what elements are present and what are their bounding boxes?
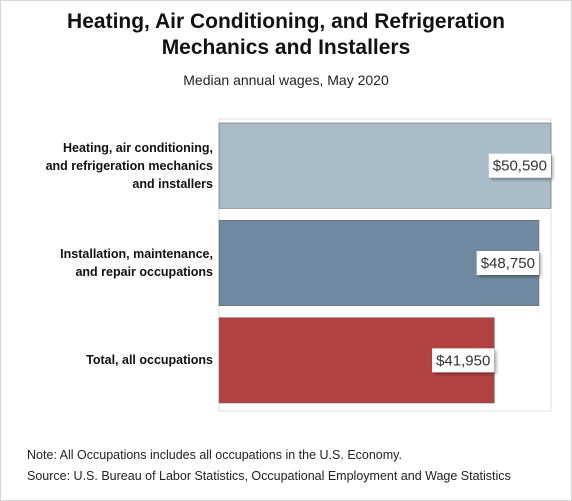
- category-label: Total, all occupations: [86, 353, 213, 368]
- value-label-box: [476, 251, 539, 275]
- value-label: $48,750: [481, 255, 535, 272]
- category-label: Heating, air conditioning, and refrigera…: [45, 140, 213, 191]
- value-label: $41,950: [436, 352, 490, 369]
- value-label: $50,590: [493, 158, 547, 175]
- chart-subtitle: Median annual wages, May 2020: [183, 72, 389, 88]
- category-label: Installation, maintenance, and repair oc…: [60, 247, 213, 279]
- source: Source: U.S. Bureau of Labor Statistics,…: [27, 469, 511, 483]
- value-label-box: [432, 348, 495, 373]
- chart-title: Heating, Air Conditioning, and Refrigera…: [67, 10, 505, 59]
- value-label-box: [488, 153, 551, 178]
- note: Note: All Occupations includes all occup…: [27, 448, 402, 462]
